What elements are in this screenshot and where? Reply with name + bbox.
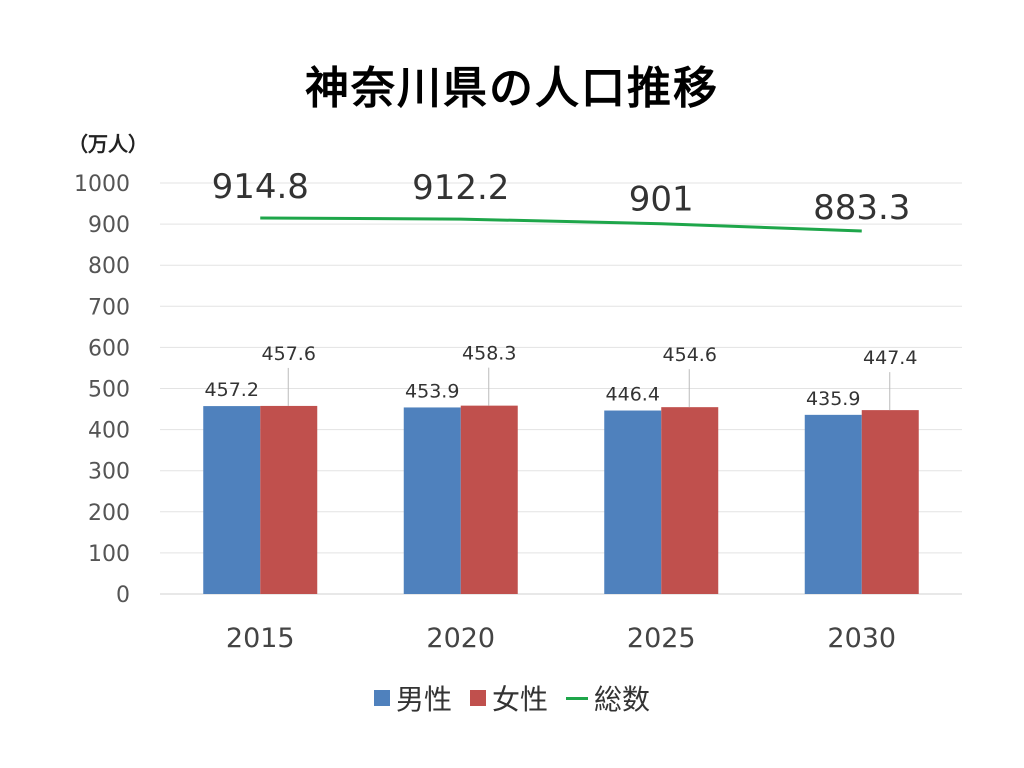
data-label-male: 457.2 xyxy=(205,379,259,401)
bar-female xyxy=(861,410,919,594)
legend-item-female: 女性 xyxy=(469,678,548,718)
bar-male xyxy=(804,414,862,594)
data-label-total: 914.8 xyxy=(212,167,309,207)
legend-item-total: 総数 xyxy=(566,678,650,718)
bar-female xyxy=(661,407,719,594)
y-tick-label: 600 xyxy=(88,336,130,361)
data-label-female: 454.6 xyxy=(663,344,717,366)
data-label-total: 912.2 xyxy=(412,168,509,208)
data-label-male: 446.4 xyxy=(606,384,660,406)
x-tick-label: 2030 xyxy=(827,623,896,654)
data-label-male: 453.9 xyxy=(405,380,459,402)
y-tick-label: 500 xyxy=(88,378,130,403)
data-label-female: 457.6 xyxy=(262,343,316,365)
y-tick-label: 200 xyxy=(88,501,130,526)
y-tick-label: 1000 xyxy=(74,172,130,197)
bar-female xyxy=(460,405,518,594)
y-tick-label: 400 xyxy=(88,419,130,444)
legend-label-total: 総数 xyxy=(594,683,651,716)
y-axis-unit-label: （万人） xyxy=(68,132,148,156)
y-tick-label: 0 xyxy=(116,583,130,608)
data-label-male: 435.9 xyxy=(806,388,860,410)
y-tick-label: 900 xyxy=(88,213,130,238)
chart-title: 神奈川県の人口推移 xyxy=(305,63,719,114)
y-tick-label: 700 xyxy=(88,295,130,320)
legend-swatch-female xyxy=(469,690,486,706)
y-tick-label: 100 xyxy=(88,542,130,567)
y-tick-label: 300 xyxy=(88,460,130,485)
data-label-female: 458.3 xyxy=(462,343,516,365)
legend-label-female: 女性 xyxy=(491,683,548,716)
legend-swatch-male xyxy=(373,690,390,706)
y-tick-label: 800 xyxy=(88,254,130,279)
x-tick-label: 2020 xyxy=(426,623,495,654)
x-tick-label: 2025 xyxy=(627,623,696,654)
data-label-total: 883.3 xyxy=(813,188,910,228)
x-tick-label: 2015 xyxy=(226,623,295,654)
bar-male xyxy=(403,407,461,594)
bar-male xyxy=(203,406,261,594)
series-line-total xyxy=(260,216,862,233)
legend-item-male: 男性 xyxy=(373,678,452,718)
data-label-total: 901 xyxy=(629,180,694,220)
bar-male xyxy=(604,410,662,594)
legend-swatch-total xyxy=(566,696,588,700)
bar-female xyxy=(260,405,318,594)
data-label-female: 447.4 xyxy=(863,347,917,369)
legend: 男性 女性 総数 xyxy=(0,678,1024,718)
legend-label-male: 男性 xyxy=(395,683,452,716)
